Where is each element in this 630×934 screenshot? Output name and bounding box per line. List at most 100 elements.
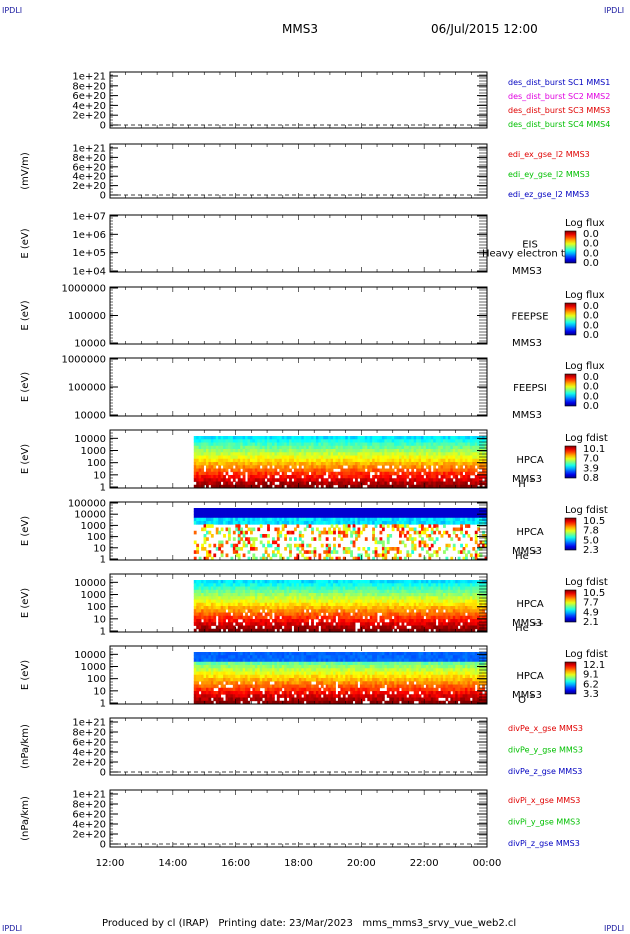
heatmap-cell [359,452,363,456]
heatmap-cell [460,436,463,440]
heatmap-cell [274,449,278,453]
heatmap-cell [196,455,200,460]
heatmap-cell [474,553,478,558]
heatmap-cell [413,465,417,469]
heatmap-cell [467,449,471,453]
heatmap-cell [352,556,356,561]
heatmap-cell [384,514,388,519]
heatmap-cell [252,609,256,613]
heatmap-cell [372,481,375,486]
heatmap-cell [359,583,363,587]
heatmap-cell [218,436,222,440]
heatmap-cell [311,615,314,620]
heatmap-cell [264,521,268,525]
heatmap-cell [440,462,444,466]
heatmap-cell [289,625,292,630]
heatmap-cell [386,615,390,620]
heatmap-cell [347,481,351,486]
heatmap-cell [413,462,417,466]
heatmap-cell [416,514,419,519]
heatmap-cell [296,602,300,607]
heatmap-cell [345,596,349,600]
heatmap-cell [423,481,427,486]
heatmap-cell [249,465,253,469]
heatmap-cell [286,583,290,587]
heatmap-cell [298,478,302,482]
heatmap-cell [430,439,434,443]
heatmap-cell [267,442,270,447]
heatmap-cell [320,593,324,597]
heatmap-cell [303,606,307,610]
heatmap-cell [230,458,234,463]
heatmap-cell [335,462,339,466]
heatmap-cell [291,439,295,443]
heatmap-cell [357,511,361,515]
heatmap-cell [465,475,468,479]
heatmap-cell [289,602,292,607]
heatmap-cell [267,602,270,607]
heatmap-cell [215,449,219,453]
heatmap-cell [259,619,263,623]
heatmap-cell [311,475,314,479]
heatmap-cell [374,583,378,587]
heatmap-cell [374,465,378,469]
heatmap-cell [362,596,366,600]
heatmap-cell [193,468,197,473]
heatmap-cell [411,465,415,469]
heatmap-cell [328,445,332,450]
heatmap-cell [482,436,485,440]
heatmap-cell [369,622,373,626]
heatmap-cell [350,465,353,469]
heatmap-cell [274,462,278,466]
heatmap-cell [347,589,351,594]
heatmap-cell [484,465,488,469]
heatmap-cell [227,596,231,600]
heatmap-cell [249,612,253,617]
heatmap-cell [271,449,275,453]
heatmap-cell [345,468,349,473]
heatmap-cell [276,612,280,617]
y-tick-label: 100000 [68,383,106,394]
heatmap-cell [416,478,419,482]
heatmap-cell [303,511,307,515]
heatmap-cell [296,547,300,551]
heatmap-cell [301,593,305,597]
heatmap-cell [232,589,236,594]
heatmap-cell [333,615,336,620]
heatmap-cell [423,468,427,473]
heatmap-cell [401,514,405,519]
heatmap-cell [374,628,378,633]
heatmap-cell [298,462,302,466]
heatmap-cell [411,478,415,482]
heatmap-cell [245,524,248,528]
heatmap-cell [362,580,366,584]
heatmap-cell [394,481,397,486]
heatmap-cell [377,596,380,600]
heatmap-cell [259,625,263,630]
heatmap-cell [369,583,373,587]
heatmap-cell [247,471,251,476]
heatmap-cell [396,439,400,443]
heatmap-cell [333,550,336,554]
heatmap-cell [262,458,266,463]
heatmap-cell [372,465,375,469]
heatmap-cell [403,580,407,584]
heatmap-cell [240,471,244,476]
heatmap-cell [374,517,378,522]
species-charge-label: + [532,548,538,556]
heatmap-cell [403,609,407,613]
heatmap-cell [284,583,288,587]
heatmap-cell [247,481,251,486]
heatmap-cell [394,593,397,597]
heatmap-cell [352,521,356,525]
heatmap-cell [206,471,209,476]
heatmap-cell [271,596,275,600]
heatmap-cell [474,452,478,456]
heatmap-cell [357,517,361,522]
heatmap-cell [333,580,336,584]
heatmap-cell [232,596,236,600]
heatmap-cell [433,442,437,447]
heatmap-cell [465,445,468,450]
heatmap-cell [223,593,226,597]
heatmap-cell [203,439,207,443]
